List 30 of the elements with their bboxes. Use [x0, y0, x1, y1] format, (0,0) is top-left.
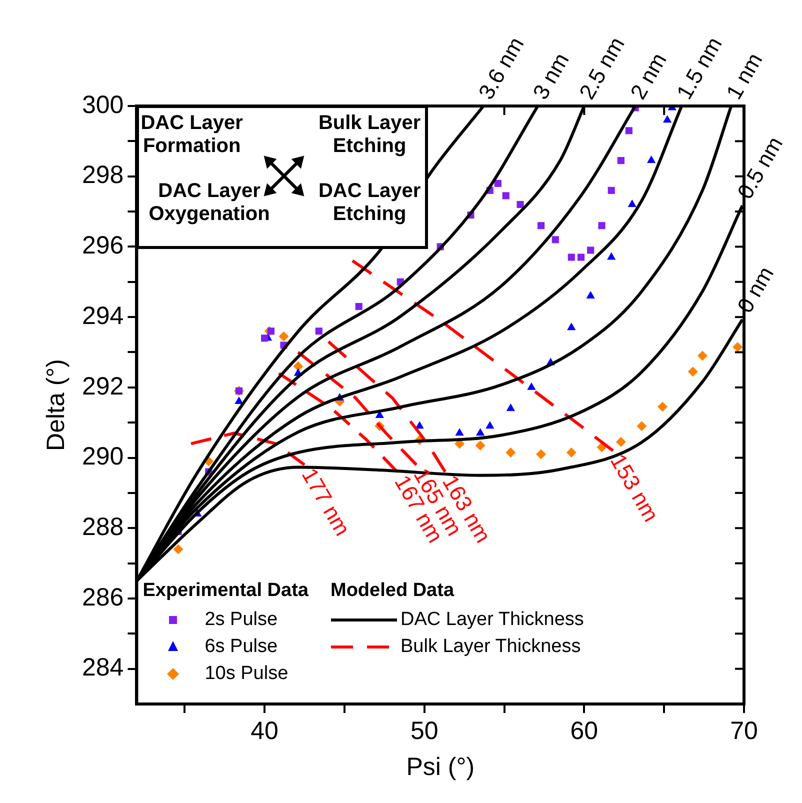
- annotation: DAC Layer Formation: [140, 112, 243, 158]
- y-tick-label: 290: [82, 442, 124, 471]
- y-tick-label: 296: [82, 232, 124, 260]
- annotation: DAC Layer Thickness: [400, 608, 584, 630]
- y-tick-label: 292: [82, 372, 124, 400]
- legend-label: 2s Pulse: [204, 608, 278, 630]
- y-tick-label: 294: [82, 302, 124, 330]
- annotation: Modeled Data: [330, 580, 456, 602]
- x-tick-label: 60: [570, 716, 598, 745]
- annotation: Bulk Layer Etching: [318, 112, 421, 158]
- y-tick-label: 286: [82, 583, 124, 612]
- x-axis-title: Psi (°): [406, 752, 475, 781]
- y-tick-label: 288: [82, 513, 124, 542]
- x-tick-label: 50: [410, 716, 438, 745]
- annotation: Bulk Layer Thickness: [400, 636, 581, 658]
- text: 3.6 nm: [473, 32, 529, 104]
- x-tick-label: 70: [730, 716, 758, 745]
- y-tick-label: 300: [82, 90, 124, 119]
- y-tick-label: 284: [82, 654, 124, 682]
- text: 177 nm: [296, 464, 356, 540]
- legend-label: 6s Pulse: [204, 636, 278, 658]
- annotation: Experimental Data: [142, 580, 308, 602]
- y-tick-label: 298: [82, 161, 124, 190]
- annotation: DAC Layer Etching: [318, 180, 421, 226]
- text: 3 nm: [528, 48, 574, 104]
- annotation: DAC Layer Oxygenation: [148, 180, 270, 226]
- legend-label: 10s Pulse: [204, 662, 288, 684]
- x-tick-label: 40: [250, 716, 278, 745]
- y-axis-title: Delta (°): [42, 359, 70, 451]
- text: 153 nm: [605, 450, 664, 526]
